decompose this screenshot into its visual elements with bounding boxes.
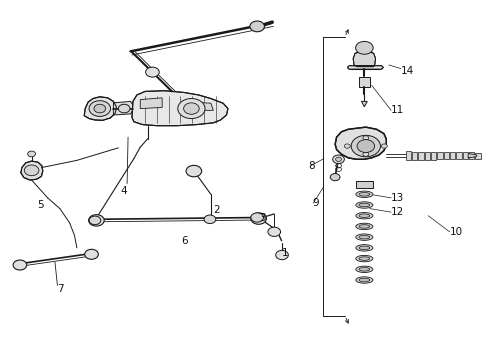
Circle shape	[24, 165, 39, 176]
Text: 4: 4	[121, 186, 127, 196]
Circle shape	[204, 215, 216, 224]
Ellipse shape	[356, 202, 373, 208]
Polygon shape	[114, 102, 133, 115]
Bar	[444, 152, 449, 159]
Polygon shape	[347, 66, 383, 69]
Ellipse shape	[356, 223, 373, 230]
Circle shape	[94, 104, 106, 113]
Circle shape	[186, 165, 202, 177]
Circle shape	[336, 157, 342, 161]
Text: 3: 3	[260, 212, 266, 222]
Ellipse shape	[356, 277, 373, 283]
Ellipse shape	[356, 191, 373, 198]
Bar	[438, 152, 443, 159]
Ellipse shape	[359, 267, 370, 271]
Ellipse shape	[359, 214, 370, 217]
Text: 1: 1	[282, 248, 288, 258]
Circle shape	[268, 227, 281, 237]
Bar	[475, 153, 481, 159]
Circle shape	[344, 144, 350, 148]
Circle shape	[251, 213, 264, 222]
Ellipse shape	[359, 193, 370, 196]
Text: 10: 10	[450, 227, 463, 237]
Circle shape	[184, 103, 199, 114]
Ellipse shape	[359, 257, 370, 260]
Text: 5: 5	[37, 200, 44, 210]
Circle shape	[178, 99, 205, 118]
Ellipse shape	[356, 212, 373, 219]
Bar	[412, 152, 417, 160]
Circle shape	[85, 249, 98, 259]
Ellipse shape	[359, 246, 370, 249]
Bar	[431, 152, 437, 159]
Ellipse shape	[356, 255, 373, 262]
Circle shape	[89, 101, 111, 116]
Text: 7: 7	[57, 284, 64, 294]
Ellipse shape	[359, 225, 370, 228]
Circle shape	[28, 151, 35, 157]
Circle shape	[89, 215, 104, 226]
Ellipse shape	[359, 278, 370, 282]
Circle shape	[13, 260, 27, 270]
Circle shape	[333, 155, 344, 163]
Circle shape	[381, 144, 387, 148]
Bar	[469, 153, 474, 159]
Polygon shape	[140, 98, 162, 109]
Circle shape	[330, 174, 340, 181]
Ellipse shape	[356, 234, 373, 240]
Circle shape	[363, 136, 369, 140]
Bar	[463, 152, 468, 159]
Circle shape	[89, 216, 101, 225]
Circle shape	[351, 135, 380, 157]
Circle shape	[363, 152, 369, 156]
Bar	[359, 77, 370, 87]
Bar	[425, 152, 430, 160]
Circle shape	[146, 67, 159, 77]
Text: 6: 6	[182, 236, 188, 246]
Circle shape	[276, 250, 288, 260]
Polygon shape	[468, 154, 477, 158]
Text: 2: 2	[213, 205, 220, 215]
Text: 8: 8	[308, 161, 315, 171]
Text: 11: 11	[391, 105, 404, 115]
Polygon shape	[84, 97, 116, 120]
Circle shape	[250, 21, 265, 32]
Circle shape	[357, 140, 374, 153]
Polygon shape	[335, 127, 386, 159]
Polygon shape	[353, 51, 375, 66]
Bar	[418, 152, 424, 160]
Polygon shape	[362, 102, 368, 107]
Text: 9: 9	[312, 198, 319, 208]
Ellipse shape	[359, 235, 370, 239]
Bar	[356, 181, 373, 188]
Bar	[450, 152, 456, 159]
Circle shape	[356, 41, 373, 54]
Circle shape	[251, 213, 267, 224]
Bar	[406, 152, 411, 160]
Polygon shape	[189, 102, 213, 111]
Text: 14: 14	[401, 66, 414, 76]
Bar	[457, 152, 462, 159]
Text: 12: 12	[391, 207, 404, 217]
Ellipse shape	[359, 203, 370, 207]
Circle shape	[118, 104, 130, 113]
Polygon shape	[21, 161, 43, 180]
Polygon shape	[132, 91, 228, 126]
Ellipse shape	[356, 266, 373, 273]
Ellipse shape	[356, 245, 373, 251]
Text: 13: 13	[391, 193, 404, 203]
